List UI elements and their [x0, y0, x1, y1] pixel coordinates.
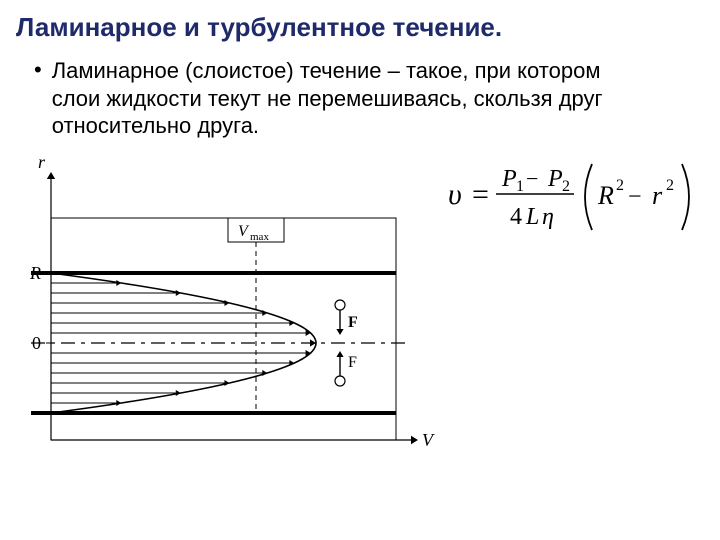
bullet-marker: •	[34, 57, 42, 83]
svg-text:F: F	[348, 314, 358, 331]
svg-text:P: P	[501, 166, 517, 192]
poiseuille-formula: υ=P1 − P24LηR2 − r2	[444, 148, 714, 242]
svg-text:2: 2	[562, 178, 570, 195]
svg-text:L: L	[525, 204, 539, 230]
slide-title: Ламинарное и турбулентное течение.	[16, 12, 704, 43]
svg-text:=: =	[472, 178, 489, 211]
svg-text:max: max	[250, 231, 269, 243]
svg-text:R: R	[597, 181, 614, 210]
bullet-item: • Ламинарное (слоистое) течение – такое,…	[34, 57, 704, 140]
svg-text:F: F	[348, 354, 357, 371]
bullet-text: Ламинарное (слоистое) течение – такое, п…	[52, 57, 652, 140]
svg-text:r: r	[652, 181, 663, 210]
svg-text:1: 1	[516, 178, 524, 195]
svg-text:V: V	[422, 430, 435, 450]
svg-text:r: r	[38, 152, 46, 172]
svg-text:υ: υ	[448, 178, 462, 211]
svg-text:−: −	[526, 166, 538, 191]
svg-text:2: 2	[616, 177, 624, 194]
velocity-profile-diagram: rVR0VmaxFF	[16, 148, 436, 463]
figure-row: rVR0VmaxFF υ=P1 − P24LηR2 − r2	[16, 148, 704, 463]
svg-text:η: η	[542, 204, 554, 230]
svg-text:4: 4	[510, 204, 522, 230]
svg-text:2: 2	[666, 177, 674, 194]
svg-text:−: −	[628, 184, 642, 210]
svg-text:P: P	[547, 166, 563, 192]
